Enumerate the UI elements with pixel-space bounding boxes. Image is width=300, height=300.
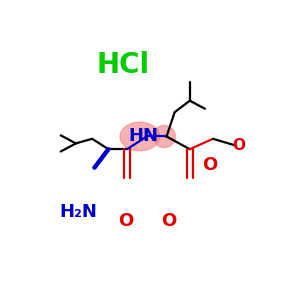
Text: O: O xyxy=(232,138,245,153)
Text: O: O xyxy=(202,156,217,174)
Text: H₂N: H₂N xyxy=(59,202,97,220)
Ellipse shape xyxy=(153,125,176,148)
Text: HCl: HCl xyxy=(97,51,150,79)
Text: HN: HN xyxy=(128,128,158,146)
Text: O: O xyxy=(161,212,176,230)
Text: O: O xyxy=(118,212,134,230)
Ellipse shape xyxy=(120,122,160,151)
